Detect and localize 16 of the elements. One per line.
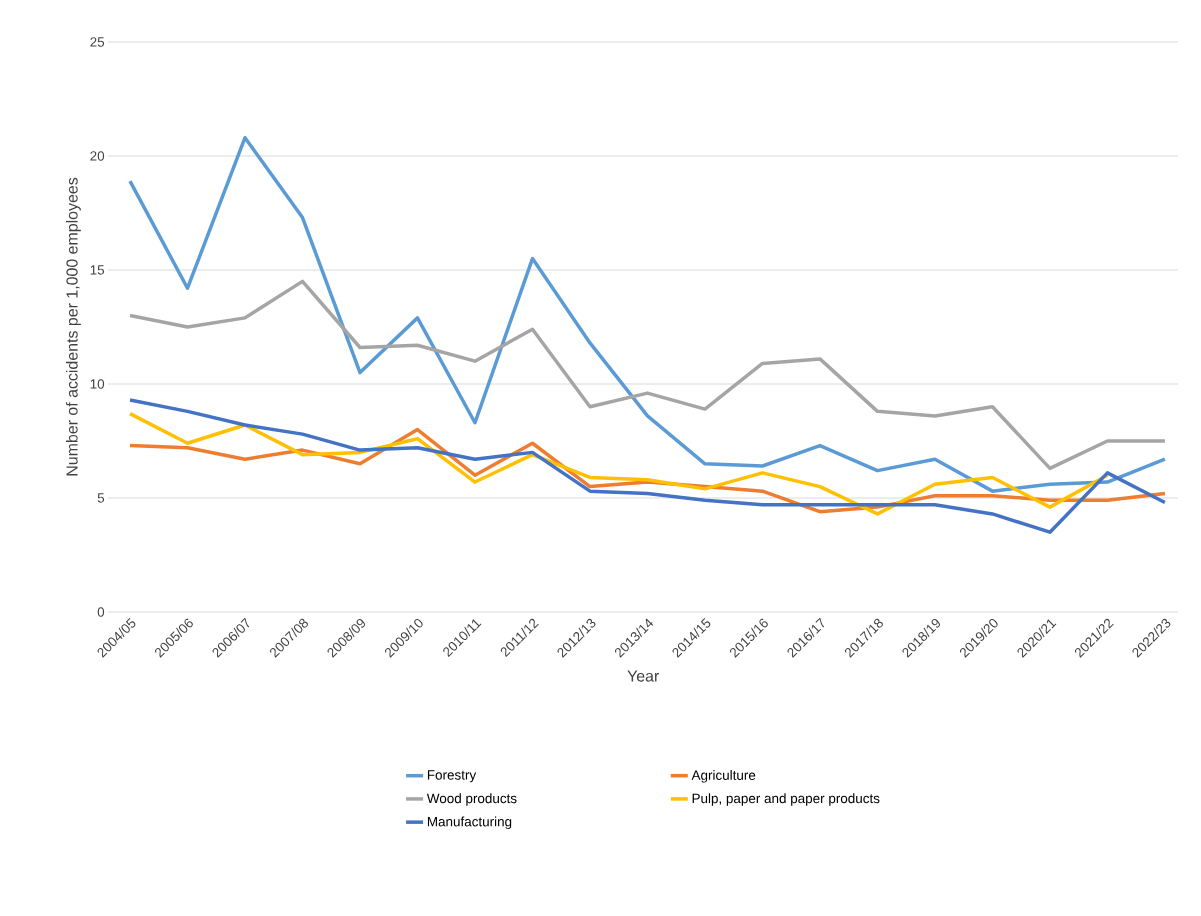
legend-label: Forestry	[427, 770, 477, 783]
y-axis-title: Number of accidents per 1,000 employees	[65, 177, 81, 476]
y-tick-label: 10	[90, 379, 105, 389]
y-tick-label: 20	[90, 151, 105, 161]
line-series	[128, 411, 1110, 516]
y-tick-label: 25	[90, 37, 105, 47]
legend-label: Agriculture	[691, 770, 756, 783]
x-axis-title: Year	[627, 670, 659, 682]
legend-label: Manufacturing	[427, 816, 512, 830]
y-tick-label: 15	[90, 265, 105, 275]
y-tick-label: 0	[97, 607, 105, 617]
y-tick-label: 5	[97, 493, 105, 503]
legend-label: Pulp, paper and paper products	[692, 793, 880, 806]
line-series	[128, 279, 1167, 471]
legend-label: Wood products	[426, 793, 517, 806]
line-series	[128, 136, 1167, 493]
